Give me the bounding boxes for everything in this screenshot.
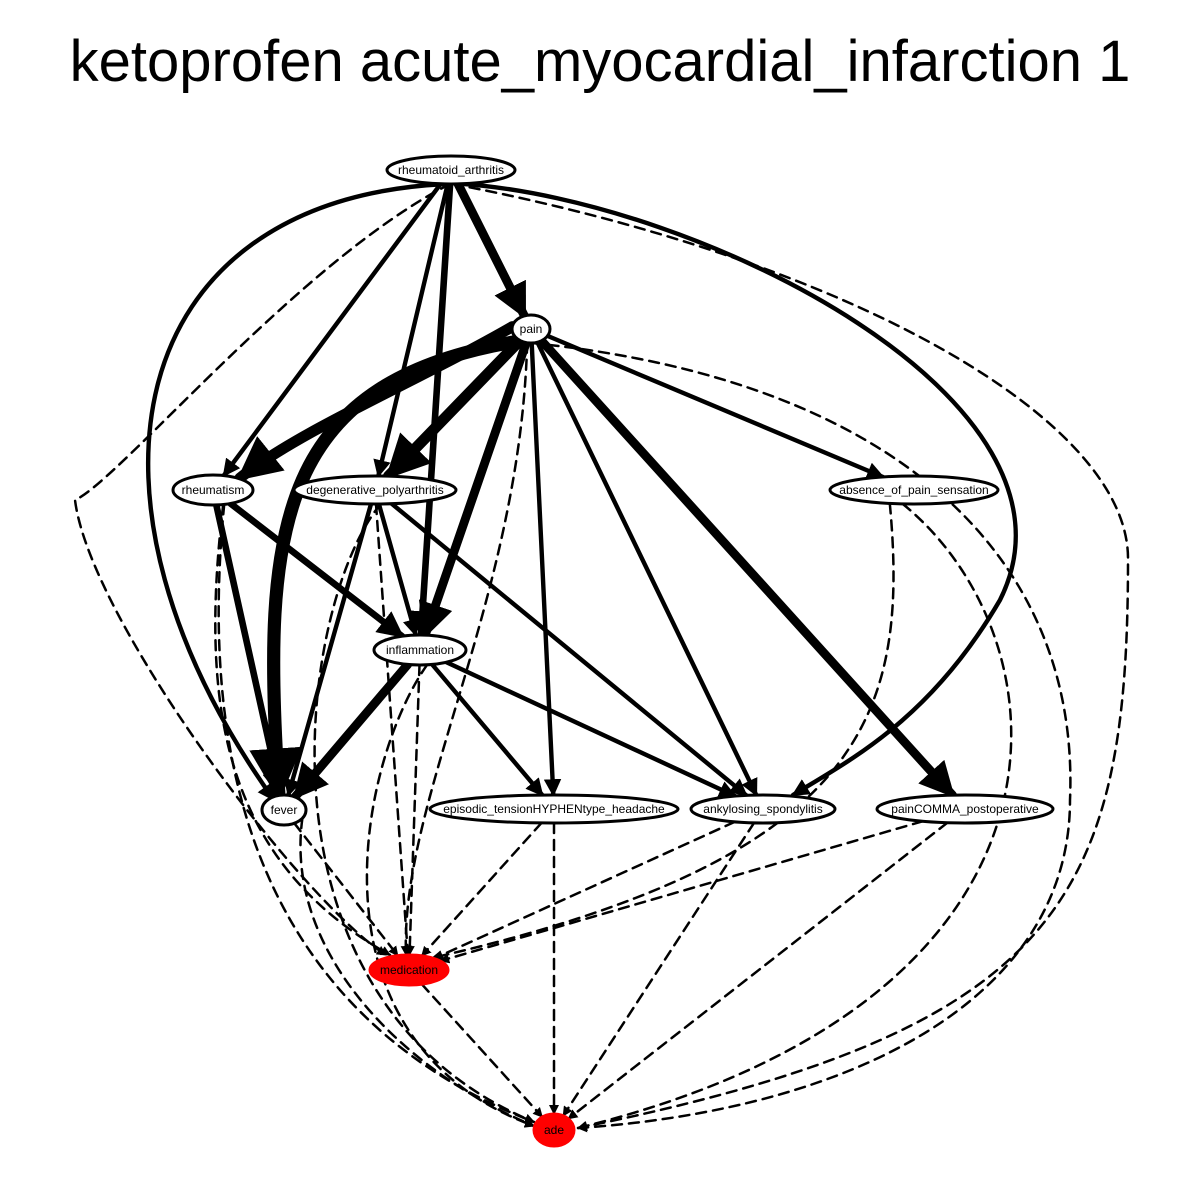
node-label-degenerative_polyarthritis: degenerative_polyarthritis <box>306 483 443 497</box>
diagram-title: ketoprofen acute_myocardial_infarction 1 <box>69 29 1131 94</box>
node-label-rheumatoid_arthritis: rheumatoid_arthritis <box>398 163 504 177</box>
edge-rheumatoid_arthritis-to-ankylosing_spondylitis <box>458 181 1018 798</box>
node-label-inflammation: inflammation <box>386 643 454 657</box>
node-shape-rheumatism <box>171 473 255 507</box>
edge-degenerative_polyarthritis-to-ade <box>313 502 536 1124</box>
edge-degenerative_polyarthritis-to-ankylosing_spondylitis <box>389 501 749 798</box>
node-pain_postoperative: painCOMMA_postoperative <box>875 793 1055 825</box>
edge-degenerative_polyarthritis-to-inflammation <box>376 501 420 638</box>
node-label-episodic_tension_headache: episodic_tensionHYPHENtype_headache <box>443 802 665 816</box>
edge-episodic_tension_headache-to-medication <box>420 821 543 958</box>
edge-rheumatism-to-inflammation <box>227 500 406 640</box>
node-shape-ankylosing_spondylitis <box>689 793 837 825</box>
edge-rheumatoid_arthritis-to-rheumatism <box>221 181 443 478</box>
edge-inflammation-to-episodic_tension_headache <box>430 662 545 798</box>
node-shape-pain_postoperative <box>875 793 1055 825</box>
edge-pain-to-inflammation <box>418 338 531 640</box>
node-label-absence_of_pain_sensation: absence_of_pain_sensation <box>839 483 988 497</box>
node-episodic_tension_headache: episodic_tensionHYPHENtype_headache <box>428 793 680 825</box>
edge-pain-to-absence_of_pain_sensation <box>545 333 886 480</box>
node-shape-absence_of_pain_sensation <box>828 474 1000 506</box>
node-absence_of_pain_sensation: absence_of_pain_sensation <box>828 474 1000 506</box>
node-fever: fever <box>260 793 308 827</box>
node-inflammation: inflammation <box>372 633 468 667</box>
edge-pain_postoperative-to-ade <box>567 821 949 1121</box>
node-shape-pain <box>510 313 552 345</box>
node-label-pain: pain <box>520 322 543 336</box>
edge-pain-to-degenerative_polyarthritis <box>382 334 526 482</box>
node-medication: medication <box>368 953 450 987</box>
node-shape-rheumatoid_arthritis <box>385 154 517 186</box>
node-label-rheumatism: rheumatism <box>182 483 245 497</box>
edge-medication-to-ade <box>420 982 544 1119</box>
edge-inflammation-to-ade <box>365 663 536 1128</box>
edge-rheumatoid_arthritis-to-ade <box>451 182 1130 1132</box>
edge-inflammation-to-fever <box>290 660 413 802</box>
node-ankylosing_spondylitis: ankylosing_spondylitis <box>689 793 837 825</box>
edge-absence_of_pain_sensation-to-medication <box>430 502 895 961</box>
edge-pain-to-episodic_tension_headache <box>529 340 562 798</box>
edge-rheumatoid_arthritis-to-medication <box>73 182 452 957</box>
node-degenerative_polyarthritis: degenerative_polyarthritis <box>292 474 458 506</box>
edges-layer <box>73 179 1130 1133</box>
edge-ankylosing_spondylitis-to-medication <box>432 820 736 960</box>
edge-degenerative_polyarthritis-to-medication <box>374 502 413 957</box>
edge-pain-to-ankylosing_spondylitis <box>535 340 759 798</box>
edge-pain-to-pain_postoperative <box>537 336 957 800</box>
node-shape-inflammation <box>372 633 468 667</box>
edge-degenerative_polyarthritis-to-fever <box>284 501 374 798</box>
node-shape-ade <box>532 1112 576 1148</box>
node-label-medication: medication <box>380 963 438 977</box>
edge-rheumatoid_arthritis-to-degenerative_polyarthritis <box>373 181 450 479</box>
edge-rheumatoid_arthritis-to-inflammation <box>409 180 454 639</box>
node-pain: pain <box>510 313 552 345</box>
edge-rheumatoid_arthritis-to-fever <box>146 181 448 803</box>
edge-inflammation-to-ankylosing_spondylitis <box>444 660 738 799</box>
edge-pain_postoperative-to-medication <box>438 820 924 964</box>
node-shape-degenerative_polyarthritis <box>292 474 458 506</box>
node-shape-medication <box>368 953 450 987</box>
edge-rheumatism-to-medication <box>214 503 392 957</box>
node-label-ade: ade <box>544 1123 564 1137</box>
edge-pain-to-ade <box>530 341 1072 1133</box>
edge-inflammation-to-medication <box>404 663 421 957</box>
node-rheumatoid_arthritis: rheumatoid_arthritis <box>385 154 517 186</box>
edge-fever-to-ade <box>299 816 536 1128</box>
edge-rheumatism-to-ade <box>217 503 536 1124</box>
edge-rheumatoid_arthritis-to-pain <box>453 179 529 321</box>
edge-ankylosing_spondylitis-to-ade <box>561 821 756 1118</box>
edge-fever-to-medication <box>293 821 400 957</box>
node-label-ankylosing_spondylitis: ankylosing_spondylitis <box>703 802 822 816</box>
node-shape-fever <box>260 793 308 827</box>
node-label-fever: fever <box>271 803 298 817</box>
edge-pain-to-medication <box>400 341 529 957</box>
node-label-pain_postoperative: painCOMMA_postoperative <box>891 802 1039 816</box>
node-shape-episodic_tension_headache <box>428 793 680 825</box>
node-ade: ade <box>532 1112 576 1148</box>
edge-pain-to-fever <box>249 334 528 803</box>
node-rheumatism: rheumatism <box>171 473 255 507</box>
edge-rheumatism-to-fever <box>213 501 289 799</box>
